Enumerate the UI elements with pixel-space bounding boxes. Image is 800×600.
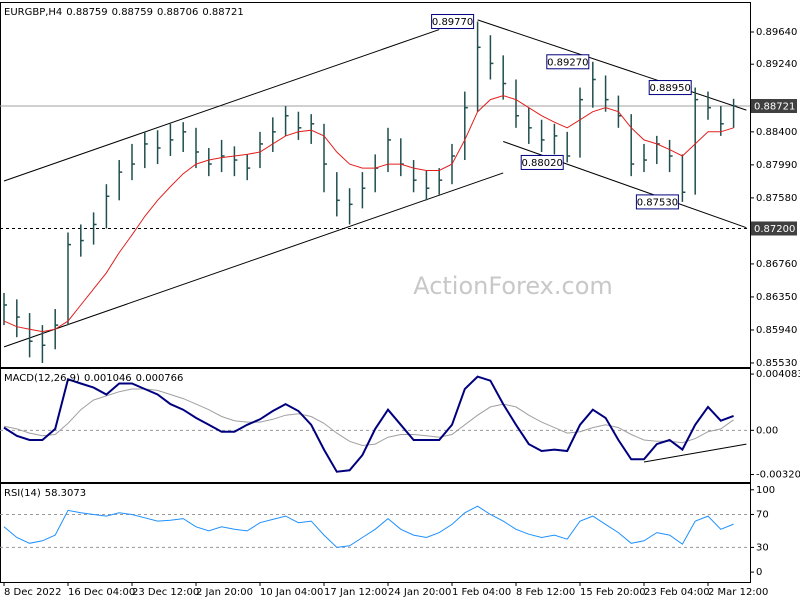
- x-tick-label: 23 Feb 04:00: [644, 587, 710, 598]
- panel-title: EURGBP,H4: [4, 7, 62, 18]
- y-tick-label: 0.89240: [756, 59, 797, 70]
- y-tick-label: 100: [756, 485, 775, 496]
- y-tick-label: 0.86350: [756, 292, 797, 303]
- header-value: 0.88706: [157, 7, 198, 18]
- annotation-label: 0.88020: [522, 158, 563, 169]
- x-tick-label: 8 Feb 12:00: [516, 587, 575, 598]
- annotation-label: 0.89270: [547, 57, 588, 68]
- x-tick-label: 17 Jan 12:00: [324, 587, 387, 598]
- last-price-label: 0.88721: [754, 101, 795, 112]
- price-panel-frame: [0, 2, 751, 368]
- trendline: [477, 19, 747, 111]
- trendline: [3, 172, 504, 348]
- y-tick-label: -0.003209: [756, 470, 800, 481]
- last-price-label-box: [751, 98, 797, 113]
- panel-header: EURGBP,H4 0.88759 0.88759 0.88706 0.88721: [4, 7, 244, 18]
- x-tick-label: 2 Mar 12:00: [708, 587, 768, 598]
- y-tick-label: 70: [756, 509, 769, 520]
- support-label-box: [751, 221, 797, 236]
- annotation-box: [546, 54, 590, 70]
- x-tick-label: 24 Jan 20:00: [388, 587, 451, 598]
- x-tick-label: 1 Feb 04:00: [452, 587, 511, 598]
- panel-title: RSI(14): [4, 488, 41, 499]
- annotation-box: [635, 194, 679, 210]
- y-tick-label: 0.00: [756, 425, 778, 436]
- macd-line: [3, 375, 734, 473]
- moving-average: [3, 95, 734, 333]
- annotation-box: [520, 154, 564, 170]
- watermark: ActionForex.com: [413, 272, 613, 300]
- y-tick-label: 30: [756, 542, 769, 553]
- macd-panel-frame: [0, 368, 751, 483]
- annotation-label: 0.87530: [637, 197, 678, 208]
- x-tick-label: 10 Jan 04:00: [260, 587, 323, 598]
- annotation-box: [648, 80, 692, 96]
- annotation-label: 0.88950: [650, 83, 691, 94]
- trendline: [3, 29, 440, 182]
- x-tick-label: 2 Jan 20:00: [196, 587, 253, 598]
- rsi-line: [3, 505, 734, 548]
- y-tick-label: 0.88400: [756, 127, 797, 138]
- y-tick-label: 0.86760: [756, 259, 797, 270]
- header-value: 0.88759: [66, 7, 107, 18]
- rsi-panel-frame: [0, 483, 751, 583]
- x-tick-label: 8 Dec 2022: [4, 587, 62, 598]
- header-value: 0.000766: [136, 373, 184, 384]
- header-value: 0.001046: [84, 373, 132, 384]
- y-tick-label: 0.87990: [756, 160, 797, 171]
- trendline: [643, 443, 747, 463]
- panel-header: RSI(14) 58.3073: [4, 488, 86, 499]
- y-tick-label: 0.89640: [756, 27, 797, 38]
- y-tick-label: 0.85940: [756, 325, 797, 336]
- signal-line: [3, 388, 734, 447]
- annotation-box: [431, 14, 475, 30]
- panel-header: MACD(12,26,9) 0.001046 0.000766: [4, 373, 183, 384]
- annotation-label: 0.89770: [432, 17, 473, 28]
- y-tick-label: 0.85530: [756, 358, 797, 369]
- header-value: 0.88759: [112, 7, 153, 18]
- x-tick-label: 16 Dec 04:00: [68, 587, 135, 598]
- y-tick-label: 0.87580: [756, 193, 797, 204]
- y-tick-label: 0: [756, 567, 762, 578]
- x-tick-label: 15 Feb 20:00: [580, 587, 646, 598]
- x-tick-label: 23 Dec 12:00: [132, 587, 199, 598]
- support-label: 0.87200: [754, 224, 795, 235]
- panel-title: MACD(12,26,9): [4, 373, 80, 384]
- y-tick-label: 0.004083: [756, 369, 800, 380]
- header-value: 58.3073: [45, 488, 86, 499]
- header-value: 0.88721: [202, 7, 243, 18]
